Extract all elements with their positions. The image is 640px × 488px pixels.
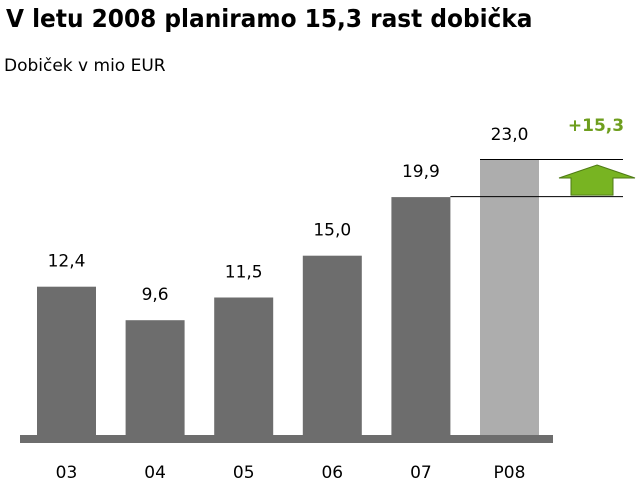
x-axis	[20, 435, 553, 443]
chart-title: V letu 2008 planiramo 15,3 rast dobička	[6, 4, 533, 33]
tick-label-04: 04	[144, 463, 166, 483]
data-label-06: 15,0	[313, 221, 351, 241]
data-label-05: 11,5	[225, 263, 263, 283]
increase-arrow-icon	[558, 164, 636, 196]
bar-05	[214, 297, 274, 435]
bar-06	[302, 255, 362, 435]
tick-label-07: 07	[410, 463, 432, 483]
tick-label-05: 05	[233, 463, 255, 483]
tick-label-06: 06	[321, 463, 343, 483]
data-label-03: 12,4	[48, 252, 86, 272]
tick-label-P08: P08	[494, 463, 526, 483]
increase-label: +15,3	[568, 116, 624, 136]
bar-P08	[480, 160, 539, 435]
data-label-04: 9,6	[142, 285, 169, 305]
data-label-P08: 23,0	[491, 125, 529, 145]
data-label-07: 19,9	[402, 162, 440, 182]
chart-subtitle: Dobiček v mio EUR	[4, 56, 166, 76]
bar-04	[125, 320, 185, 435]
bar-07	[391, 197, 451, 435]
tick-label-03: 03	[56, 463, 78, 483]
bar-03	[37, 286, 96, 435]
